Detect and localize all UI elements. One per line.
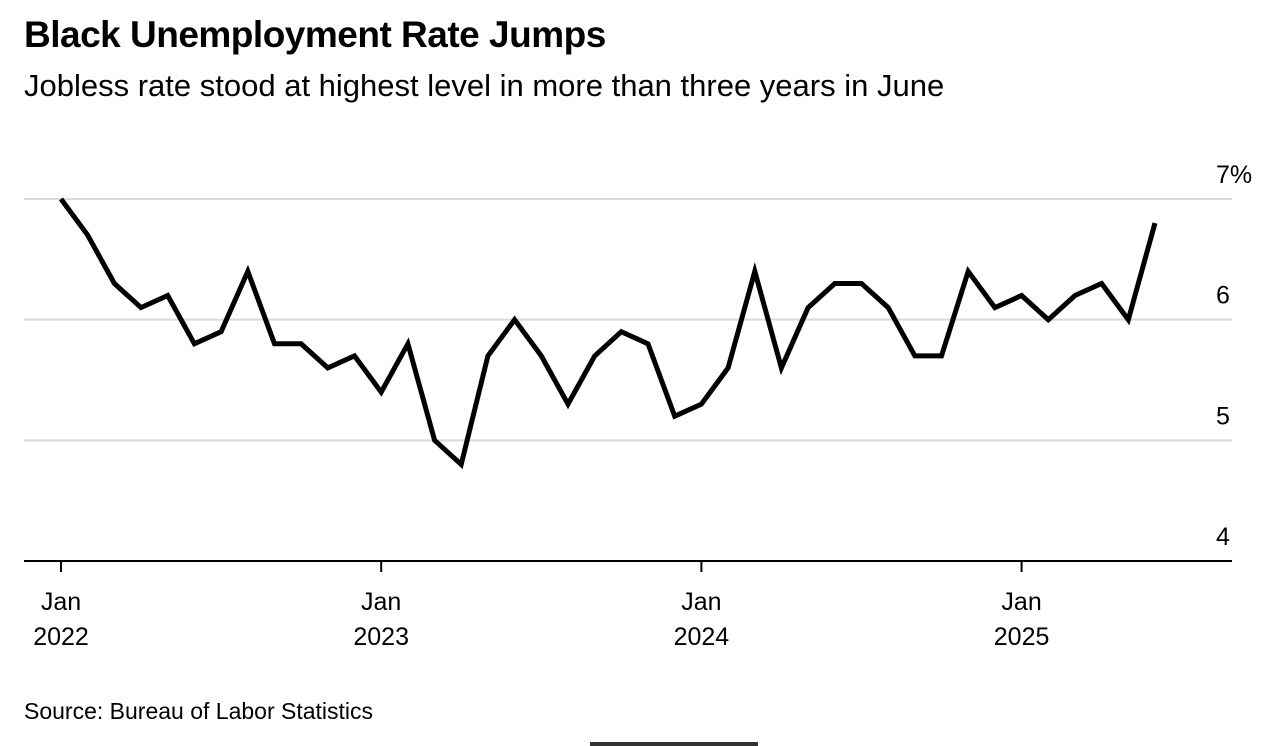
x-tick-label-year: 2025 — [994, 623, 1050, 651]
x-tick-label-month: Jan — [361, 588, 401, 616]
chart-subtitle: Jobless rate stood at highest level in m… — [24, 68, 945, 103]
y-axis-labels: 4 5 6 7% — [1216, 161, 1252, 551]
home-indicator-bar — [590, 742, 758, 746]
x-axis — [24, 560, 1232, 572]
y-tick-label: 6 — [1216, 282, 1230, 310]
x-tick-label-year: 2024 — [674, 623, 730, 651]
series-line-0 — [58, 197, 1158, 470]
x-axis-labels: Jan 2022 Jan 2023 Jan 2024 Jan 2025 — [33, 588, 1049, 651]
y-tick-label: 5 — [1216, 402, 1230, 430]
x-tick-label-month: Jan — [681, 588, 721, 616]
x-tick-label-year: 2023 — [353, 623, 409, 651]
y-tick-label: 4 — [1216, 523, 1230, 551]
source-note: Source: Bureau of Labor Statistics — [24, 698, 374, 724]
chart-title: Black Unemployment Rate Jumps — [24, 14, 606, 55]
x-tick-label-year: 2022 — [33, 623, 89, 651]
x-tick-label-month: Jan — [1001, 588, 1041, 616]
y-tick-label: 7% — [1216, 161, 1252, 189]
series-layer — [58, 197, 1158, 470]
x-tick-label-month: Jan — [41, 588, 81, 616]
